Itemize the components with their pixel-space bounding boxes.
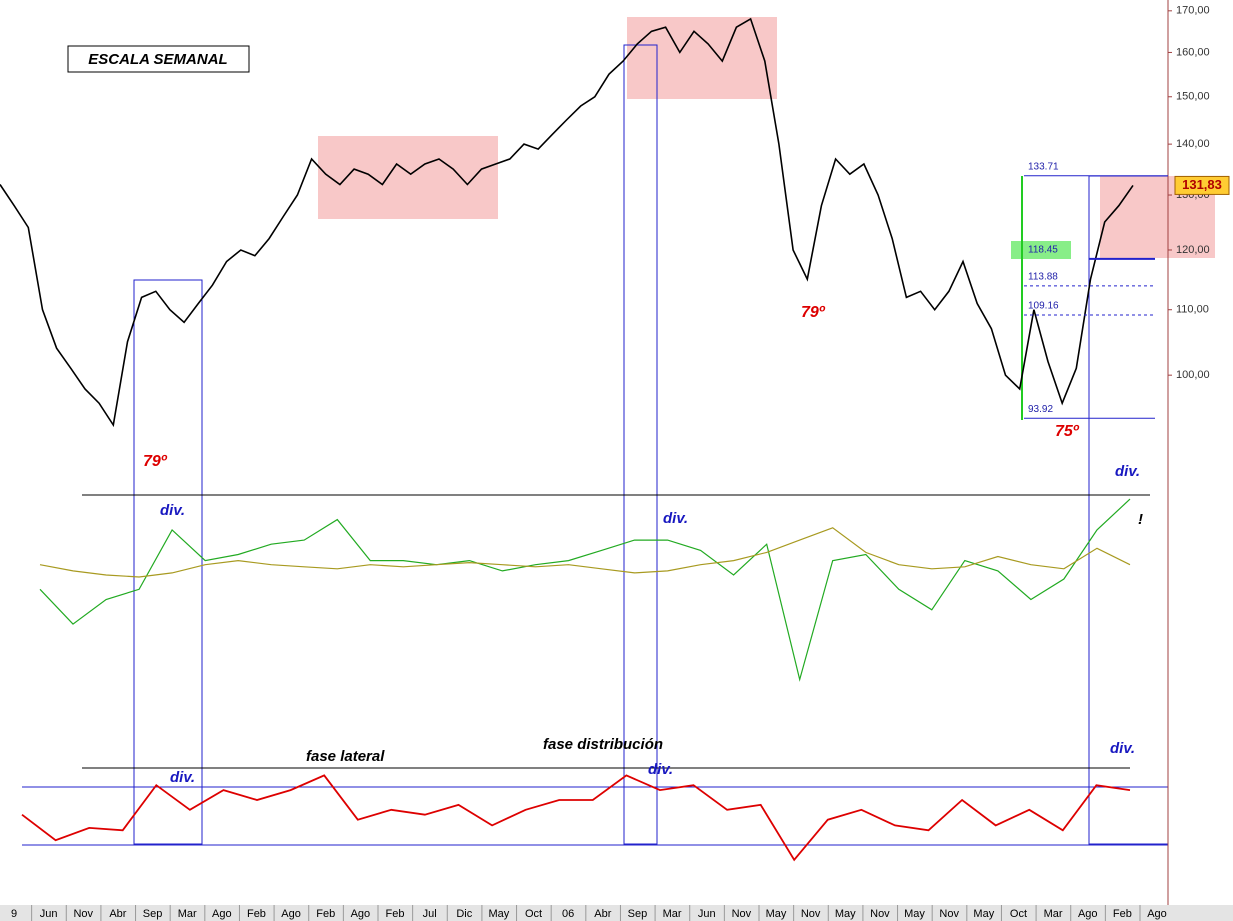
y-tick-label: 120,00 [1176,244,1210,256]
level-label: 93.92 [1028,404,1053,415]
level-label: 113.88 [1028,272,1058,283]
x-tick-label: Abr [594,908,611,920]
y-tick-label: 170,00 [1176,5,1210,17]
x-tick-label: Nov [732,908,752,920]
annotation: 79º [801,304,826,321]
x-tick-label: Mar [178,908,197,920]
annotation: div. [648,761,673,778]
x-tick-label: Abr [109,908,126,920]
y-tick-label: 100,00 [1176,369,1210,381]
annotation: 75º [1055,423,1080,440]
indicator-line [21,774,1131,862]
y-tick-label: 110,00 [1176,304,1209,316]
annotation: div. [160,502,185,519]
annotation: 79º [143,453,168,470]
x-tick-label: 06 [562,908,574,920]
x-tick-label: Ago [1147,908,1167,920]
title-box [67,45,250,73]
x-tick-label: Feb [1113,908,1132,920]
x-tick-label: May [904,908,925,920]
annotation: ! [1138,511,1143,528]
annotation: div. [663,510,688,527]
x-tick-label: Nov [939,908,959,920]
level-label: 133.71 [1028,161,1059,172]
x-tick-label: Jun [698,908,716,920]
indicator-line [39,498,1131,682]
x-tick-label: May [835,908,856,920]
annotation: div. [1110,740,1135,757]
y-tick-label: 150,00 [1176,91,1210,103]
x-tick-label: Feb [316,908,335,920]
x-tick-label: Nov [73,908,93,920]
indicator-line [39,527,1131,578]
level-label: 109.16 [1028,301,1059,312]
last-price-box [1174,175,1230,195]
x-tick-label: Ago [281,908,301,920]
x-tick-label: Jul [423,908,437,920]
x-tick-label: Nov [870,908,890,920]
x-tick-label: Jun [40,908,58,920]
level-label: 118.45 [1028,245,1058,256]
zone [318,136,498,219]
x-tick-label: Mar [1044,908,1063,920]
annotation: div. [1115,463,1140,480]
x-tick-label: Oct [525,908,542,920]
x-tick-label: Oct [1010,908,1027,920]
annotation: div. [170,769,195,786]
last-price: 131,83 [1182,177,1222,192]
zone [1011,241,1071,259]
x-tick-label: Ago [351,908,371,920]
annotation: fase distribución [543,736,663,753]
box [623,44,658,845]
x-tick-label: May [766,908,787,920]
x-tick-label: May [489,908,510,920]
x-tick-label: Nov [801,908,821,920]
chart-title: ESCALA SEMANAL [88,51,227,68]
annotation: fase lateral [306,748,385,765]
x-tick-label: Feb [386,908,405,920]
price-line [0,17,1134,428]
x-tick-label: Feb [247,908,266,920]
x-tick-label: Sep [143,908,163,920]
x-tick-label: Mar [663,908,682,920]
box [133,279,203,845]
x-tick-label: May [973,908,994,920]
x-tick-label: Ago [212,908,232,920]
y-tick-label: 140,00 [1176,138,1210,150]
x-tick-label: Dic [456,908,472,920]
x-tick-label: 9 [11,908,17,920]
y-tick-label: 160,00 [1176,46,1210,58]
x-tick-label: Sep [628,908,648,920]
x-tick-label: Ago [1078,908,1098,920]
